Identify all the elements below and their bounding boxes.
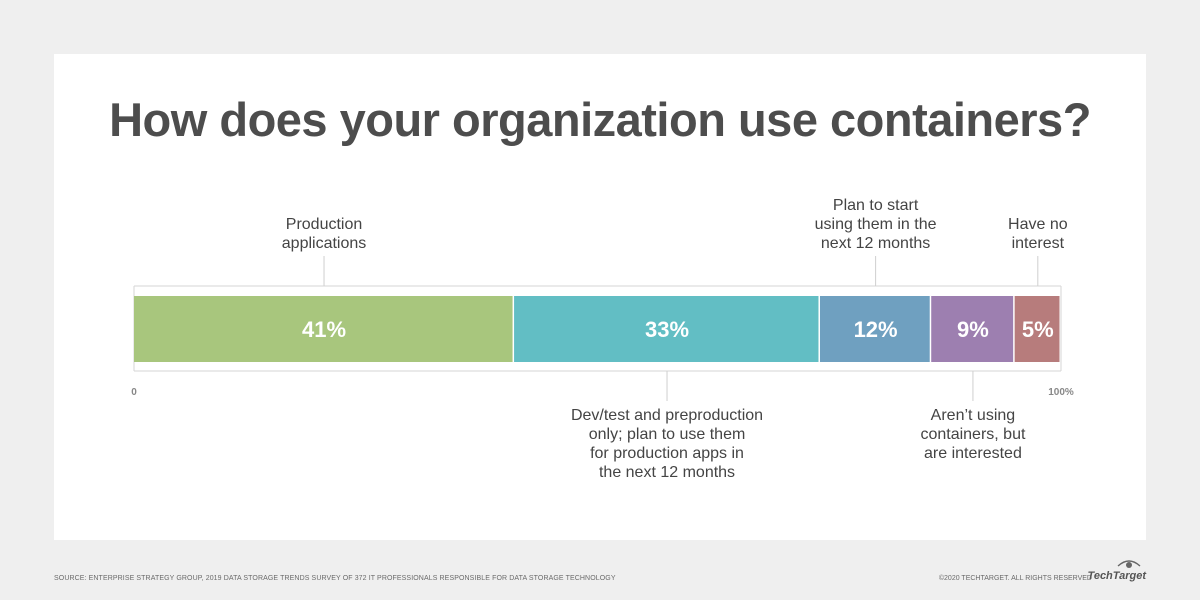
callout-line: only; plan to use them (589, 426, 746, 443)
tick-label-end: 100% (1048, 387, 1074, 398)
callout-label-4: Aren’t using containers, but are intereste… (920, 407, 1026, 462)
callout-line: interest (1012, 235, 1065, 252)
callout-line: the next 12 months (599, 464, 735, 481)
callout-label-5: Have no interest (1008, 216, 1068, 252)
callout-line: applications (282, 235, 367, 252)
data-label-3: 12% (854, 317, 898, 342)
callout-line: Have no (1008, 216, 1068, 233)
source-note: SOURCE: ENTERPRISE STRATEGY GROUP, 2019 … (54, 575, 616, 582)
brand-logo: TechTarget (1087, 570, 1146, 582)
callout-line: containers, but (920, 426, 1026, 443)
bar-segment-4 (931, 296, 1014, 362)
callout-line: Dev/test and preproduction (571, 407, 763, 424)
bar-segment-3 (819, 296, 930, 362)
callout-line: Aren’t using (931, 407, 1016, 424)
callout-line: using them in the (815, 216, 937, 233)
bar-segment-2 (514, 296, 819, 362)
callout-line: next 12 months (821, 235, 930, 252)
chart-title: How does your organization use container… (109, 93, 1091, 146)
copyright-note: ©2020 TECHTARGET. ALL RIGHTS RESERVED (938, 575, 1092, 582)
callout-line: Plan to start (833, 197, 919, 214)
data-label-5: 5% (1022, 317, 1054, 342)
callout-label-1: Production applications (282, 216, 367, 252)
data-label-2: 33% (645, 317, 689, 342)
callout-label-2: Dev/test and preproduction only; plan to … (571, 407, 763, 481)
tick-label-start: 0 (131, 387, 137, 398)
callout-label-3: Plan to start using them in the next 12 mo… (815, 197, 937, 252)
data-label-1: 41% (302, 317, 346, 342)
data-label-4: 9% (957, 317, 989, 342)
callout-line: are interested (924, 445, 1022, 462)
callout-line: Production (286, 216, 363, 233)
bar-segment-1 (134, 296, 513, 362)
callout-line: for production apps in (590, 445, 744, 462)
bar-segment-5 (1014, 296, 1060, 362)
eye-logo-icon (1117, 560, 1141, 568)
